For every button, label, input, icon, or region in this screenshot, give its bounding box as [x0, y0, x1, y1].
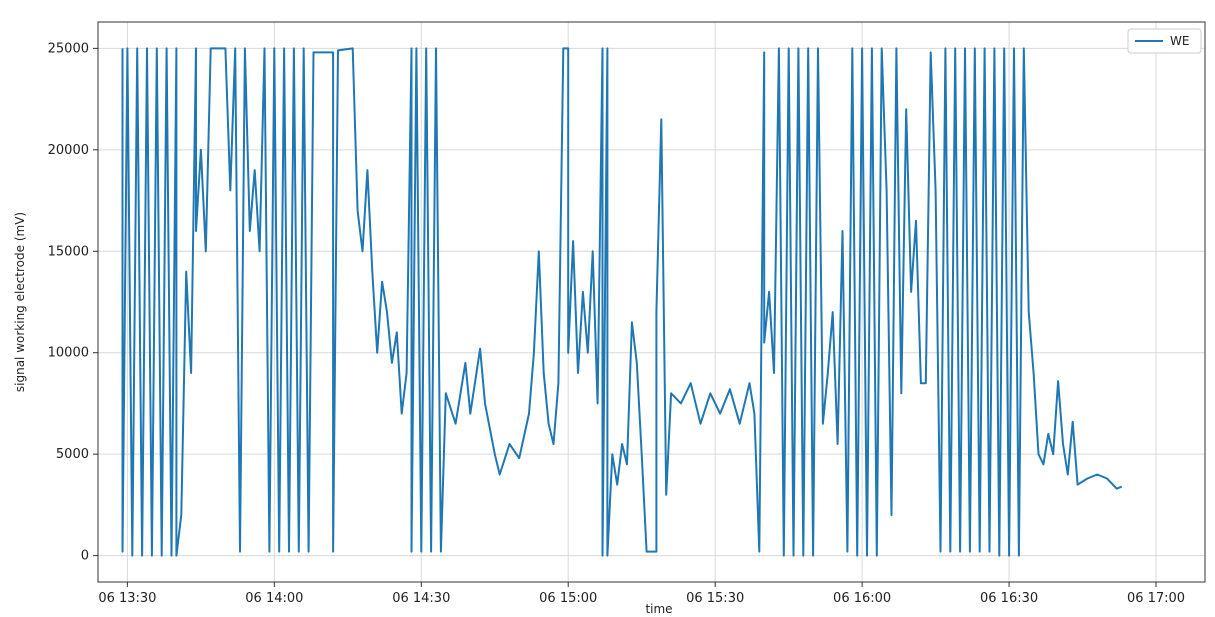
x-tick-label: 06 15:00 [539, 591, 597, 606]
y-axis-label: signal working electrode (mV) [13, 212, 27, 392]
x-tick-label: 06 16:00 [833, 591, 891, 606]
y-tick-label: 5000 [56, 447, 89, 462]
x-axis-ticks: 06 13:30 06 14:00 06 14:30 06 15:00 06 15:30… [98, 582, 1185, 606]
legend: WE [1127, 28, 1202, 54]
x-tick-label: 06 15:30 [686, 591, 744, 606]
x-tick-label: 06 17:00 [1127, 591, 1185, 606]
series-layer [121, 47, 1123, 557]
legend-box [1127, 28, 1202, 54]
x-tick-label: 06 14:00 [245, 591, 303, 606]
x-tick-label: 06 14:30 [392, 591, 450, 606]
y-tick-label: 0 [81, 549, 89, 564]
x-tick-label: 06 16:30 [980, 591, 1038, 606]
y-tick-label: 15000 [48, 244, 89, 259]
y-axis-ticks: 0 5000 10000 15000 20000 25000 [48, 41, 98, 564]
plot-frame [97, 21, 1206, 583]
series-line-we [121, 47, 1123, 557]
legend-label: WE [1170, 34, 1189, 48]
y-tick-label: 10000 [48, 346, 89, 361]
y-tick-label: 20000 [48, 143, 89, 158]
x-tick-label: 06 13:30 [98, 591, 156, 606]
x-axis-label: time [645, 602, 672, 616]
y-tick-label: 25000 [48, 41, 89, 56]
